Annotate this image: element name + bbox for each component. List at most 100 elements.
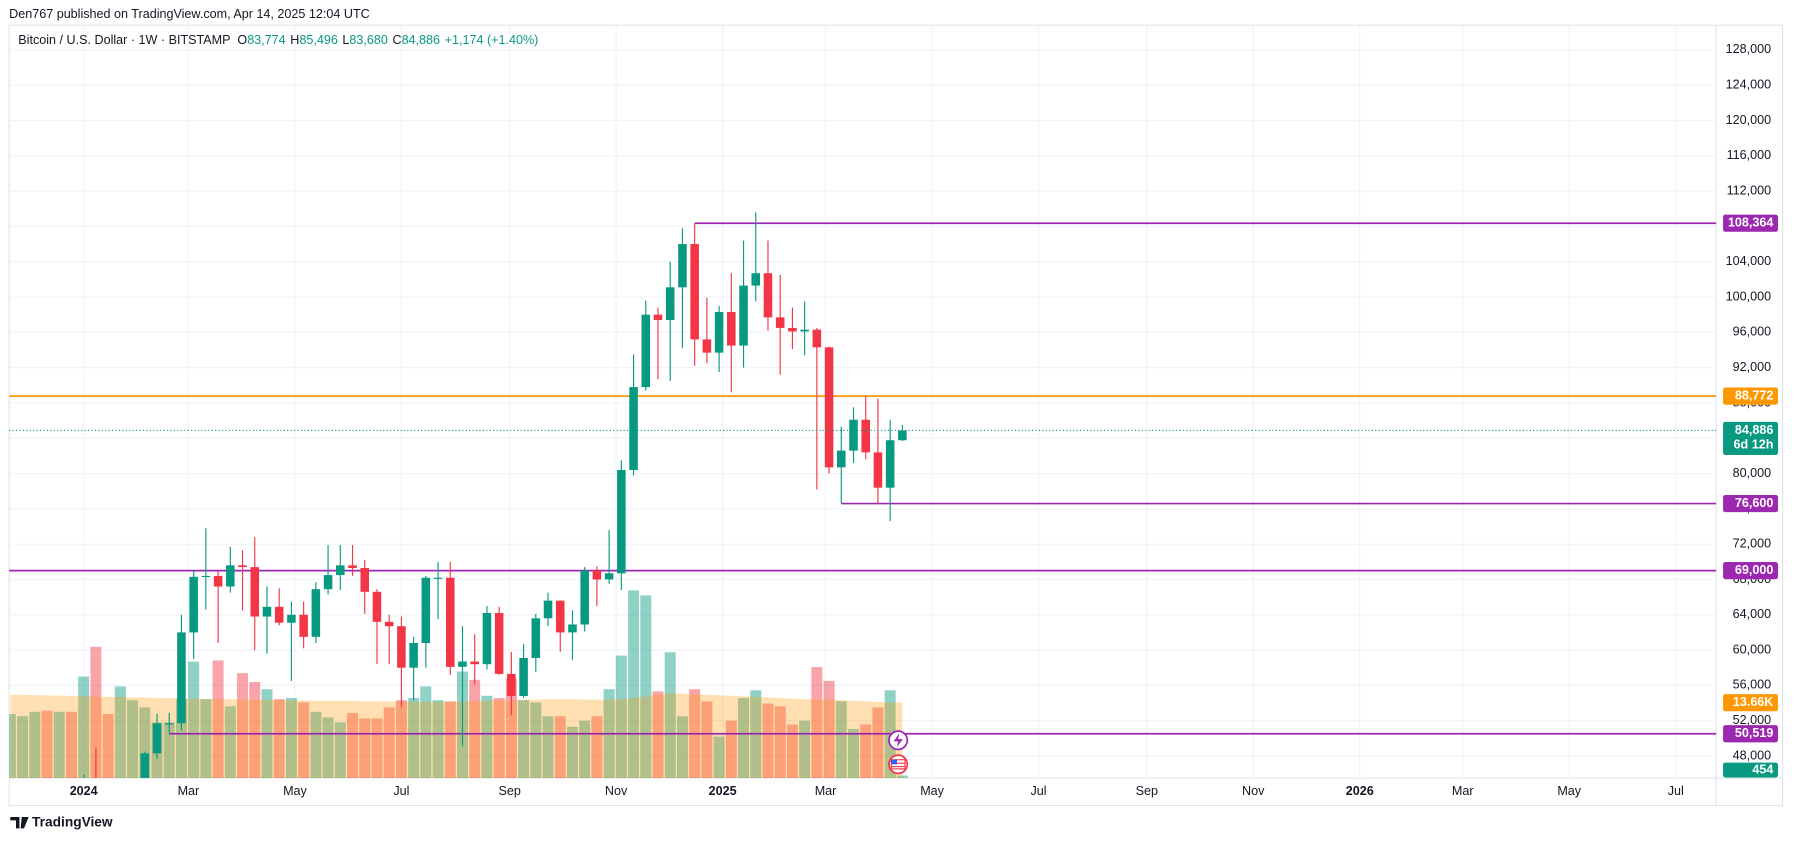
candle-body bbox=[372, 591, 382, 622]
candle-body bbox=[433, 577, 443, 579]
volume-bar bbox=[310, 711, 322, 779]
x-tick-label: Jul bbox=[1030, 784, 1046, 798]
volume-bar bbox=[408, 698, 420, 779]
volume-bar bbox=[127, 700, 139, 779]
volume-bar bbox=[347, 712, 359, 779]
candle-body bbox=[604, 573, 614, 580]
legend: Bitcoin / U.S. Dollar · 1W · BITSTAMP O83… bbox=[18, 34, 538, 48]
flag-canton bbox=[891, 759, 897, 765]
volume-bar bbox=[591, 716, 603, 779]
candle-body bbox=[531, 618, 541, 659]
y-tick-label: 92,000 bbox=[1733, 360, 1771, 374]
y-tick-label: 64,000 bbox=[1733, 607, 1771, 621]
level-tag-label: 88,772 bbox=[1735, 388, 1773, 402]
x-tick-label: Jul bbox=[393, 784, 409, 798]
level-tag-label: 76,600 bbox=[1735, 496, 1773, 510]
candle-body bbox=[482, 612, 492, 665]
y-tick-label: 128,000 bbox=[1726, 42, 1771, 56]
volume-bar bbox=[652, 691, 664, 779]
candle-body bbox=[299, 614, 308, 637]
legend-value: 84,886 bbox=[402, 34, 440, 48]
volume-bar bbox=[799, 720, 811, 779]
y-tick-label: 60,000 bbox=[1733, 642, 1771, 656]
y-tick-label: 72,000 bbox=[1733, 536, 1771, 550]
candle-body bbox=[274, 606, 284, 623]
level-tag bbox=[1723, 387, 1778, 405]
candle-body bbox=[665, 287, 675, 320]
volume-bar bbox=[811, 667, 823, 779]
volume-bar bbox=[505, 678, 517, 779]
candle-body bbox=[543, 600, 553, 619]
x-tick-label: Mar bbox=[815, 784, 837, 798]
candle-body bbox=[555, 600, 565, 633]
x-tick-label: Sep bbox=[1136, 784, 1158, 798]
candle-body bbox=[177, 632, 186, 724]
volume-bar bbox=[114, 686, 126, 779]
lightning bbox=[893, 733, 903, 748]
x-tick-label: 2024 bbox=[70, 784, 98, 798]
volume-bar bbox=[41, 710, 53, 779]
volume-bar bbox=[615, 655, 627, 779]
candle-body bbox=[824, 347, 834, 468]
candle-body bbox=[189, 576, 198, 633]
candle-body bbox=[849, 419, 858, 451]
chart-frame bbox=[8, 24, 1784, 807]
candle-body bbox=[323, 575, 333, 590]
price-tags: 108,364 88,772 76,600 69,000 50,519 84,8866d … bbox=[1723, 214, 1778, 778]
volume-bar bbox=[322, 717, 334, 779]
candle-body bbox=[458, 661, 467, 667]
volume-bar bbox=[640, 595, 652, 779]
level-tag-label: 108,364 bbox=[1728, 216, 1773, 230]
countdown-label: 6d 12h bbox=[1734, 438, 1774, 452]
candle-body bbox=[812, 329, 822, 348]
candle-body bbox=[409, 643, 418, 668]
volume-bar bbox=[530, 702, 542, 779]
volume-bar bbox=[371, 718, 383, 779]
volume-bar bbox=[860, 724, 872, 779]
candle-body bbox=[238, 565, 247, 568]
volume-bar bbox=[237, 673, 249, 779]
y-tick-label: 120,000 bbox=[1726, 113, 1771, 127]
x-tick-label: 2026 bbox=[1346, 784, 1374, 798]
volume-bar bbox=[786, 724, 798, 779]
x-tick-label: 2025 bbox=[709, 784, 737, 798]
candle-body bbox=[421, 577, 431, 644]
x-tick-label: Nov bbox=[1242, 784, 1265, 798]
candle-body bbox=[164, 723, 174, 725]
volume-bar bbox=[139, 707, 151, 779]
level-tag-label: 69,000 bbox=[1735, 563, 1773, 577]
volume-ma-tag bbox=[1723, 694, 1778, 712]
volume-bar bbox=[554, 716, 566, 779]
candle-body bbox=[580, 570, 589, 625]
candle-body bbox=[739, 285, 748, 346]
y-tick-label: 104,000 bbox=[1726, 254, 1771, 268]
last-price-label: 84,886 bbox=[1735, 423, 1773, 437]
volume-bar bbox=[774, 706, 786, 779]
volume-bar bbox=[29, 711, 41, 779]
x-tick-label: Sep bbox=[498, 784, 520, 798]
candle-body bbox=[311, 589, 321, 637]
candle-body bbox=[152, 723, 162, 754]
legend-key: O bbox=[237, 34, 247, 48]
candle-body bbox=[837, 450, 846, 468]
x-tick-label: May bbox=[920, 784, 944, 798]
legend-key: H bbox=[290, 34, 299, 48]
candle-body bbox=[507, 673, 516, 696]
x-tick-label: May bbox=[1557, 784, 1581, 798]
y-tick-label: 48,000 bbox=[1733, 748, 1771, 762]
candle-body bbox=[384, 621, 394, 627]
candle-body bbox=[287, 614, 296, 623]
legend-title: Bitcoin / U.S. Dollar · 1W · BITSTAMP bbox=[18, 34, 230, 48]
volume-bar bbox=[896, 775, 908, 779]
candle-body bbox=[140, 753, 150, 779]
candle-body bbox=[592, 570, 602, 580]
candle-body bbox=[250, 567, 260, 617]
candle-body bbox=[470, 661, 479, 665]
volume-bar bbox=[664, 652, 676, 779]
legend-change: +1,174 (+1.40%) bbox=[445, 34, 539, 48]
candle-body bbox=[494, 612, 504, 674]
x-tick-label: May bbox=[283, 784, 307, 798]
candle-body bbox=[788, 327, 797, 332]
volume-bar bbox=[200, 699, 212, 779]
volume-bar bbox=[518, 700, 530, 779]
